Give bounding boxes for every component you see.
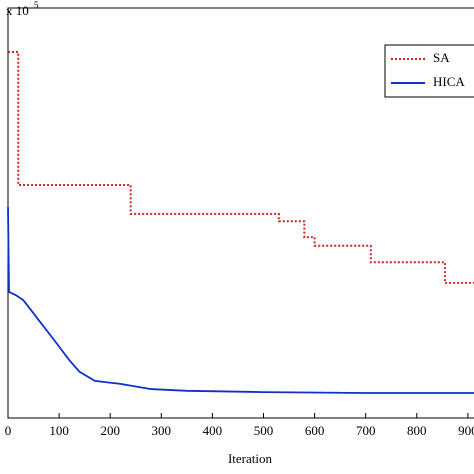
x-tick-label: 500	[254, 423, 274, 438]
x-tick-label: 700	[356, 423, 376, 438]
x-tick-label: 0	[5, 423, 12, 438]
multiplier: x 10	[6, 3, 29, 18]
legend-label: HICA	[433, 74, 465, 89]
x-axis-label: Iteration	[228, 451, 273, 466]
x-tick-label: 600	[305, 423, 325, 438]
legend-label: SA	[433, 50, 450, 65]
x-tick-label: 200	[100, 423, 120, 438]
x-tick-label: 800	[407, 423, 427, 438]
multiplier-exponent: 5	[34, 0, 39, 10]
x-tick-label: 100	[49, 423, 69, 438]
x-tick-label: 400	[203, 423, 223, 438]
series-line	[7, 206, 474, 394]
x-tick-label: 900	[458, 423, 474, 438]
series-line	[8, 51, 474, 284]
legend-box	[384, 44, 474, 98]
x-tick-label: 300	[152, 423, 172, 438]
